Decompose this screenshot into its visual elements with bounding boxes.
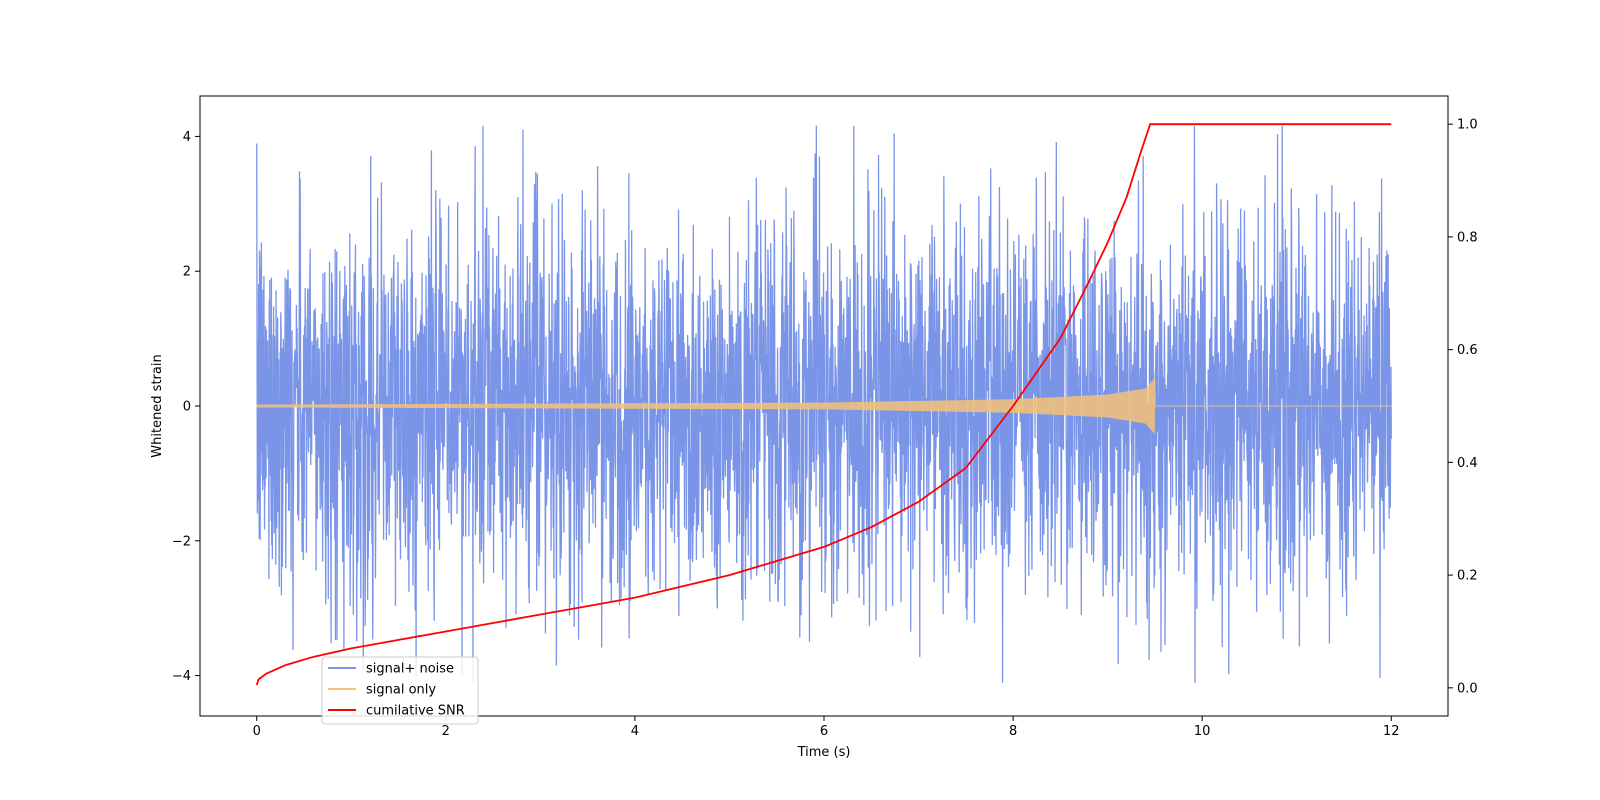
x-tick-label: 10 [1194, 724, 1211, 739]
legend-label-signal-only: signal only [366, 683, 436, 698]
legend-label-signal-noise: signal+ noise [366, 662, 454, 677]
y2-tick-label: 0.6 [1457, 343, 1478, 358]
y2-tick-label: 0.0 [1457, 681, 1478, 696]
y2-tick-label: 0.8 [1457, 230, 1478, 245]
x-tick-label: 8 [1009, 724, 1017, 739]
x-tick-label: 2 [442, 724, 450, 739]
x-axis-label: Time (s) [797, 745, 851, 760]
y-axis-right: 0.0 0.2 0.4 0.6 0.8 1.0 [1448, 118, 1478, 696]
x-tick-label: 4 [631, 724, 639, 739]
series-line-cumulative-snr [255, 123, 1392, 686]
y2-tick-label: 1.0 [1457, 118, 1478, 133]
legend: signal+ noise signal only cumilative SNR [321, 656, 479, 725]
plot-area [255, 123, 1392, 686]
x-tick-label: 0 [253, 724, 261, 739]
x-axis: 0 2 4 6 8 10 12 [253, 716, 1400, 739]
y-tick-label: 2 [183, 265, 191, 280]
y-tick-label: 4 [183, 130, 191, 145]
y-axis-label: Whitened strain [150, 354, 165, 457]
legend-label-cumulative-snr: cumilative SNR [366, 704, 465, 719]
x-tick-label: 12 [1383, 724, 1400, 739]
y-tick-label: 0 [183, 400, 191, 415]
y2-tick-label: 0.4 [1457, 456, 1478, 471]
legend-frame [321, 656, 479, 725]
x-tick-label: 6 [820, 724, 828, 739]
series-line-signal-only [256, 377, 1392, 434]
y-axis-left: −4 −2 0 2 4 [172, 130, 200, 684]
y2-tick-label: 0.2 [1457, 569, 1478, 584]
y-tick-label: −2 [172, 534, 191, 549]
y-tick-label: −4 [172, 669, 191, 684]
